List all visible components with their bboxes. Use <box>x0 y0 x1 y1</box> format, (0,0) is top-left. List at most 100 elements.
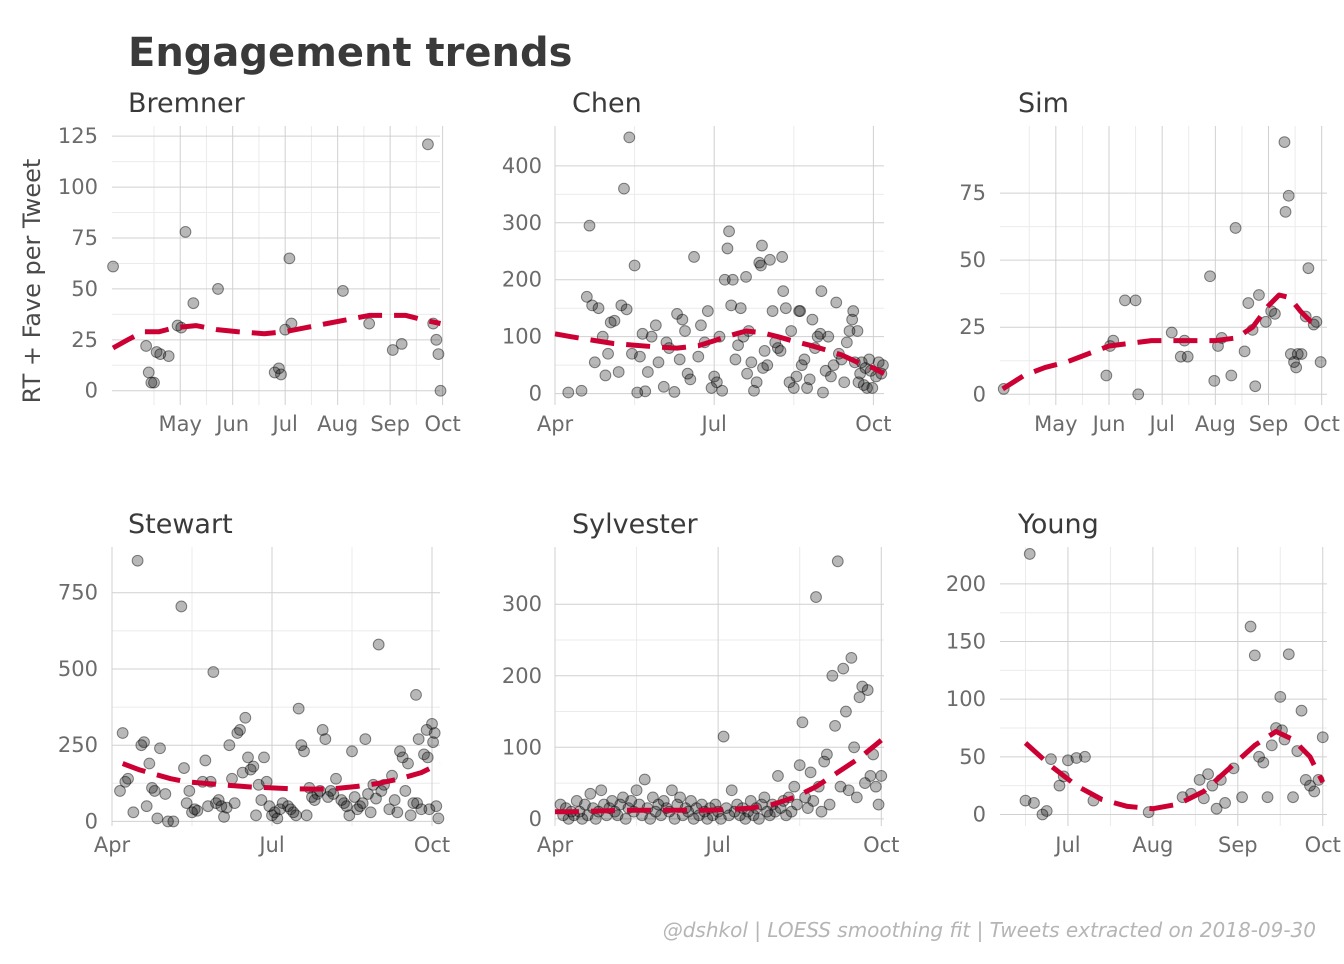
data-point <box>861 382 873 394</box>
x-tick-label: Aug <box>317 412 358 436</box>
data-point <box>426 717 438 730</box>
y-tick-label: 250 <box>58 733 98 757</box>
data-point <box>815 805 828 818</box>
panel-stewart: 0 250 500 750 Apr Jul Oct Stewart <box>58 509 450 857</box>
data-point <box>671 307 683 320</box>
data-point <box>411 797 423 810</box>
data-point <box>268 806 281 819</box>
data-point <box>319 733 332 745</box>
data-point <box>615 299 628 312</box>
data-point <box>107 260 119 273</box>
panel-title: Sylvester <box>572 509 698 540</box>
x-tick-label: Jul <box>257 833 284 857</box>
data-point <box>1045 753 1057 766</box>
data-point <box>842 784 855 797</box>
data-point <box>806 313 819 326</box>
data-point <box>801 802 814 815</box>
x-tick-label: Jul <box>703 833 730 857</box>
data-point <box>614 798 627 811</box>
smooth-line <box>121 761 442 792</box>
x-tick-label: Jul <box>1053 833 1080 857</box>
data-point <box>272 362 285 375</box>
data-point <box>602 347 614 360</box>
data-point <box>1261 791 1274 804</box>
data-point <box>1225 369 1238 382</box>
data-point <box>570 795 583 807</box>
data-point <box>386 344 399 356</box>
data-point <box>644 812 657 825</box>
data-point <box>657 380 670 393</box>
data-point <box>1248 649 1261 662</box>
data-point <box>776 251 789 263</box>
data-point <box>228 797 241 810</box>
data-point <box>764 253 776 266</box>
chart-title: Engagement trends <box>128 30 572 76</box>
data-point <box>188 803 201 816</box>
data-point <box>804 766 817 779</box>
data-point <box>787 382 800 394</box>
data-point <box>274 803 286 816</box>
data-point <box>872 356 885 369</box>
data-point <box>202 800 214 813</box>
data-point <box>586 299 599 312</box>
data-point <box>1257 756 1270 769</box>
data-point <box>769 805 782 818</box>
x-tick-label: Sep <box>1249 412 1289 436</box>
data-point <box>1206 779 1219 792</box>
data-point <box>641 366 654 378</box>
data-point <box>338 797 350 810</box>
data-point <box>859 777 871 789</box>
data-point <box>308 794 321 806</box>
data-point <box>212 794 225 806</box>
data-point <box>1278 136 1291 148</box>
data-point <box>807 795 820 807</box>
data-point <box>276 797 289 810</box>
data-point <box>701 305 714 317</box>
data-point <box>814 327 827 340</box>
data-point <box>1316 731 1329 744</box>
data-point <box>300 809 313 822</box>
data-point <box>620 303 633 316</box>
data-point <box>829 719 841 732</box>
data-point <box>576 812 589 825</box>
data-point <box>421 751 434 764</box>
data-point <box>740 270 752 283</box>
y-tick-label: 0 <box>973 802 986 826</box>
data-point <box>851 325 864 337</box>
data-point <box>145 376 158 389</box>
data-point <box>710 376 723 389</box>
data-point <box>753 256 766 269</box>
data-point <box>1210 802 1223 815</box>
data-point <box>745 356 758 369</box>
data-point <box>1242 297 1255 309</box>
data-point <box>636 327 649 340</box>
data-point <box>327 788 340 800</box>
data-point <box>148 376 160 389</box>
data-point <box>364 806 377 819</box>
data-point <box>688 251 700 263</box>
x-tick-label: Jul <box>271 412 298 436</box>
data-point <box>639 385 652 398</box>
data-point <box>875 770 888 782</box>
y-tick-label: 200 <box>502 268 542 292</box>
data-point <box>793 305 805 317</box>
data-point <box>1208 374 1221 387</box>
data-point <box>638 773 651 786</box>
data-point <box>146 781 158 794</box>
data-point <box>1036 808 1049 821</box>
data-point <box>263 800 276 813</box>
data-point <box>819 364 832 377</box>
data-point <box>758 345 771 357</box>
data-point <box>427 736 439 749</box>
data-point <box>840 336 853 349</box>
data-point <box>1236 791 1248 804</box>
data-point <box>721 242 734 255</box>
data-point <box>1100 369 1113 382</box>
panel-title: Chen <box>572 88 642 119</box>
y-tick-label: 0 <box>85 809 98 833</box>
data-point <box>822 330 835 343</box>
data-point <box>866 382 879 394</box>
data-point <box>750 376 763 389</box>
y-tick-label: 25 <box>959 315 986 339</box>
data-point <box>1288 356 1300 368</box>
